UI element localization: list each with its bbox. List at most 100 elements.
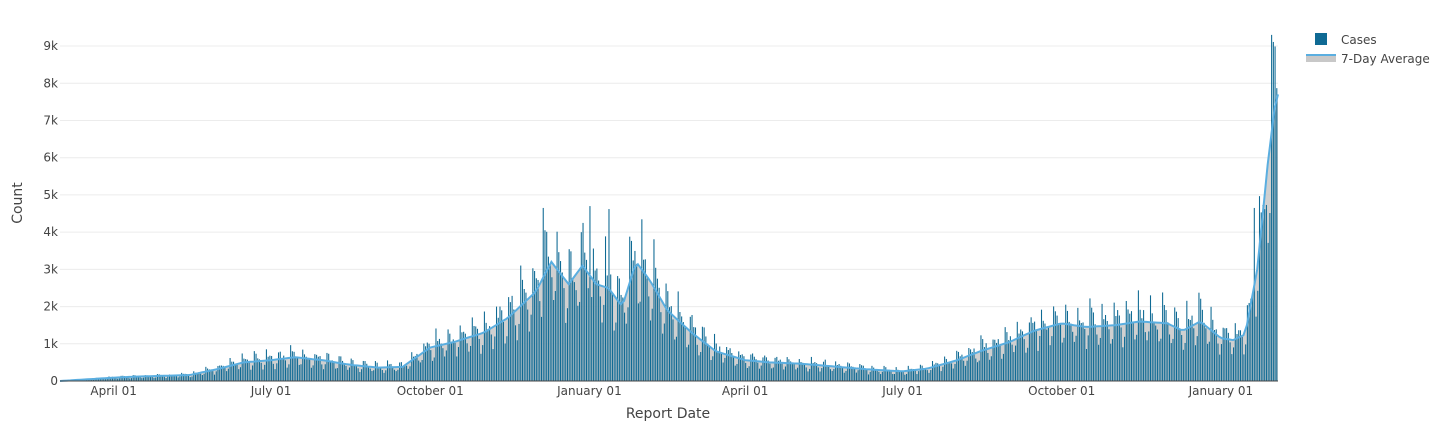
cases-bar[interactable]	[580, 232, 582, 381]
cases-bar[interactable]	[862, 365, 864, 381]
cases-bar[interactable]	[983, 347, 985, 381]
cases-bar[interactable]	[1196, 336, 1198, 381]
cases-bar[interactable]	[771, 368, 773, 381]
cases-bar[interactable]	[494, 336, 496, 381]
cases-bar[interactable]	[622, 297, 624, 381]
cases-bar[interactable]	[637, 303, 639, 381]
cases-bar[interactable]	[291, 351, 293, 381]
cases-bar[interactable]	[132, 375, 134, 381]
cases-bar[interactable]	[1174, 307, 1176, 381]
cases-bar[interactable]	[1264, 209, 1266, 381]
cases-bar[interactable]	[1226, 328, 1228, 381]
cases-bar[interactable]	[295, 357, 297, 381]
cases-bar[interactable]	[847, 362, 849, 381]
cases-bar[interactable]	[956, 350, 958, 381]
cases-bar[interactable]	[1149, 295, 1152, 381]
cases-bar[interactable]	[331, 360, 333, 381]
cases-bar[interactable]	[928, 372, 930, 381]
cases-bar[interactable]	[738, 351, 740, 381]
cases-bar[interactable]	[1181, 335, 1183, 381]
cases-bar[interactable]	[760, 365, 762, 381]
cases-bar[interactable]	[560, 261, 562, 381]
cases-bar[interactable]	[262, 369, 264, 381]
cases-bar[interactable]	[1047, 327, 1049, 381]
cases-bar[interactable]	[992, 339, 994, 381]
cases-bar[interactable]	[523, 288, 525, 381]
cases-bar[interactable]	[682, 322, 684, 381]
cases-bar[interactable]	[1169, 334, 1171, 381]
cases-bar[interactable]	[234, 365, 236, 381]
cases-bar[interactable]	[482, 345, 484, 381]
cases-bar[interactable]	[563, 288, 565, 381]
cases-bar[interactable]	[596, 268, 598, 381]
cases-bar[interactable]	[1032, 322, 1034, 381]
cases-bar[interactable]	[618, 278, 620, 381]
cases-bar[interactable]	[762, 357, 764, 381]
cases-bar[interactable]	[871, 365, 873, 381]
cases-bar[interactable]	[511, 295, 513, 381]
cases-bar[interactable]	[454, 342, 456, 381]
cases-bar[interactable]	[874, 369, 876, 381]
cases-bar[interactable]	[601, 322, 603, 381]
cases-bar[interactable]	[906, 373, 908, 381]
cases-bar[interactable]	[630, 240, 633, 381]
cases-bar[interactable]	[857, 370, 859, 381]
cases-bar[interactable]	[302, 349, 304, 381]
cases-bar[interactable]	[445, 350, 447, 381]
cases-bar[interactable]	[1013, 352, 1015, 381]
cases-bar[interactable]	[791, 363, 793, 381]
cases-bar[interactable]	[284, 360, 286, 381]
cases-bar[interactable]	[464, 333, 466, 381]
cases-bar[interactable]	[188, 375, 190, 381]
cases-bar[interactable]	[1065, 304, 1067, 381]
cases-bar[interactable]	[681, 316, 683, 381]
cases-bar[interactable]	[938, 365, 940, 381]
cases-bar[interactable]	[354, 364, 356, 381]
cases-bar[interactable]	[134, 375, 136, 381]
cases-bar[interactable]	[1222, 327, 1224, 381]
cases-bar[interactable]	[438, 338, 440, 381]
cases-bar[interactable]	[367, 367, 370, 381]
cases-bar[interactable]	[1172, 338, 1174, 381]
cases-bar[interactable]	[980, 335, 982, 381]
cases-bar[interactable]	[544, 230, 546, 381]
cases-bar[interactable]	[222, 365, 224, 381]
cases-bar[interactable]	[317, 356, 319, 381]
cases-bar[interactable]	[430, 350, 432, 381]
cases-bar[interactable]	[478, 338, 480, 381]
cases-bar[interactable]	[120, 375, 122, 381]
cases-bar[interactable]	[414, 355, 416, 381]
cases-bar[interactable]	[506, 336, 508, 381]
cases-bar[interactable]	[572, 278, 574, 381]
cases-bar[interactable]	[115, 378, 117, 381]
cases-bar[interactable]	[1060, 324, 1062, 381]
cases-bar[interactable]	[272, 363, 274, 381]
cases-bar[interactable]	[952, 368, 954, 381]
cases-bar[interactable]	[1030, 317, 1032, 381]
cases-bar[interactable]	[1080, 323, 1082, 381]
cases-bar[interactable]	[852, 366, 854, 381]
cases-bar[interactable]	[608, 209, 610, 381]
cases-bar[interactable]	[155, 377, 157, 381]
cases-bar[interactable]	[976, 362, 979, 381]
cases-bar[interactable]	[483, 311, 485, 381]
cases-bar[interactable]	[504, 343, 506, 381]
cases-bar[interactable]	[739, 354, 742, 381]
cases-bar[interactable]	[833, 368, 835, 381]
cases-bar[interactable]	[1156, 329, 1158, 381]
cases-bar[interactable]	[1191, 315, 1193, 381]
cases-bar[interactable]	[909, 368, 911, 381]
cases-bar[interactable]	[897, 369, 899, 381]
cases-bar[interactable]	[708, 346, 710, 381]
cases-bar[interactable]	[431, 360, 434, 381]
cases-bar[interactable]	[937, 363, 939, 381]
cases-bar[interactable]	[777, 360, 780, 381]
cases-bar[interactable]	[733, 357, 735, 381]
cases-bar[interactable]	[1274, 46, 1276, 382]
cases-bar[interactable]	[406, 365, 408, 381]
cases-bar[interactable]	[274, 369, 276, 381]
cases-bar[interactable]	[269, 355, 271, 381]
cases-bar[interactable]	[854, 368, 856, 381]
cases-bar[interactable]	[700, 351, 702, 381]
cases-bar[interactable]	[163, 376, 165, 381]
